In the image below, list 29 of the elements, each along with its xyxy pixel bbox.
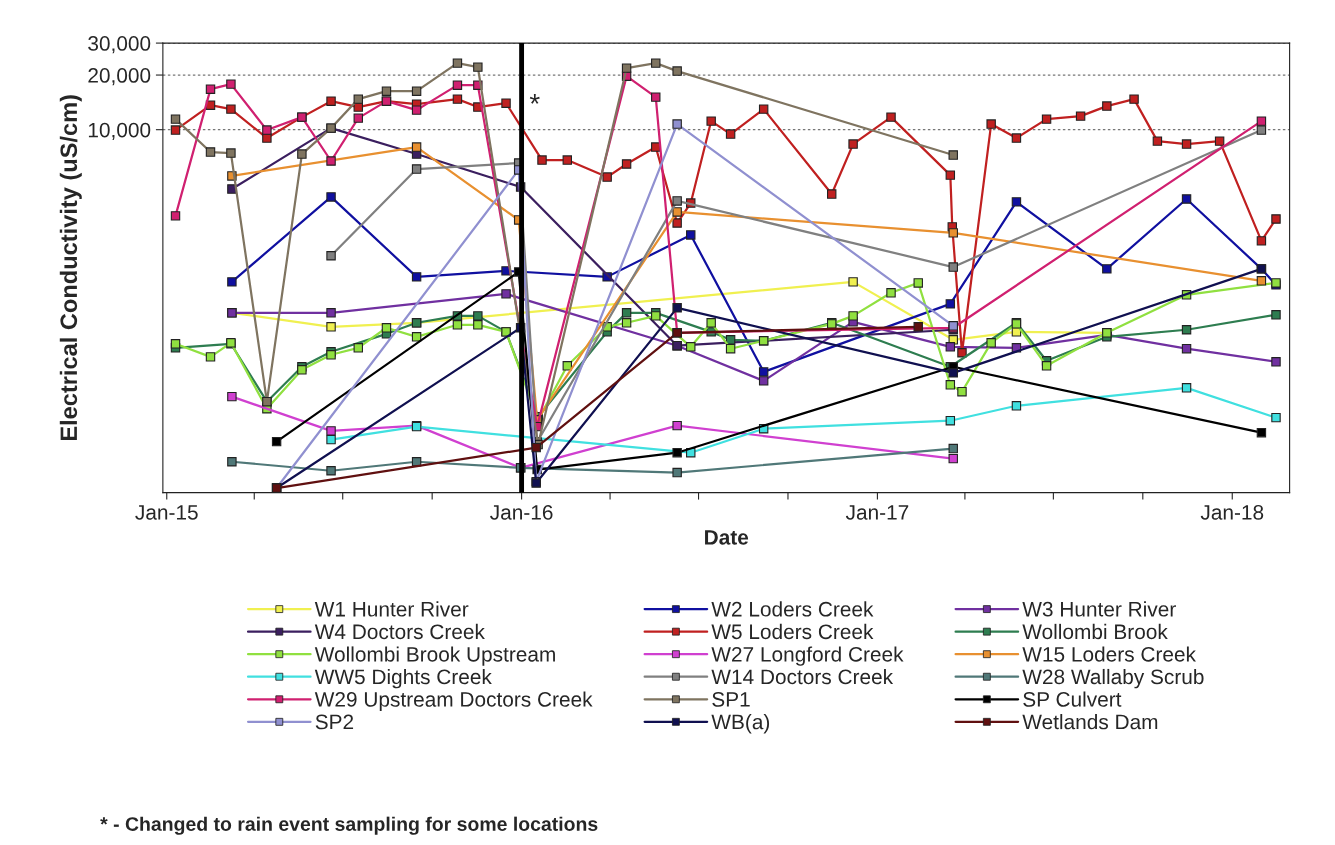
x-axis-title: Date [705, 530, 749, 545]
text: * - Changed to rain event sampling for some locations [100, 816, 598, 835]
legend-label: W14 Doctors Creek [711, 668, 894, 685]
y-axis-title: Electrical Conductivity (uS/cm) [59, 95, 82, 441]
legend-label: SP1 [712, 692, 750, 707]
legend-label: Wollombi Brook Upstream [314, 646, 555, 666]
y-tick-label: 30,000 [88, 36, 151, 54]
legend-label: WB(a) [711, 714, 770, 734]
y-tick-label: 20,000 [88, 68, 151, 86]
legend-label: WW5 Dights Creek [314, 668, 492, 689]
x-tick-label: Jan-15 [135, 505, 198, 520]
x-tick-label: Jan-17 [845, 505, 909, 520]
y-tick-label: 10,000 [88, 122, 151, 140]
legend-label: Wollombi Brook [1022, 623, 1168, 640]
legend-label: SP2 [315, 714, 354, 730]
legend-label: W5 Loders Creek [711, 623, 874, 640]
legend-label: Wetlands Dam [1022, 714, 1158, 730]
legend-label: W1 Hunter River [314, 601, 469, 617]
legend-label: W3 Hunter River [1022, 601, 1176, 617]
legend-label: W27 Longford Creek [711, 646, 904, 666]
x-tick-label: Jan-16 [490, 504, 553, 520]
legend-label: W2 Loders Creek [711, 601, 874, 617]
legend-label: SP Culvert [1023, 691, 1122, 707]
legend-label: W4 Doctors Creek [314, 623, 485, 640]
legend-label: W28 Wallaby Scrub [1022, 668, 1204, 689]
x-tick-label: Jan-18 [1200, 504, 1264, 520]
legend-label: W15 Loders Creek [1022, 646, 1196, 662]
annotation: * [529, 94, 540, 104]
legend-label: W29 Upstream Doctors Creek [314, 691, 593, 711]
